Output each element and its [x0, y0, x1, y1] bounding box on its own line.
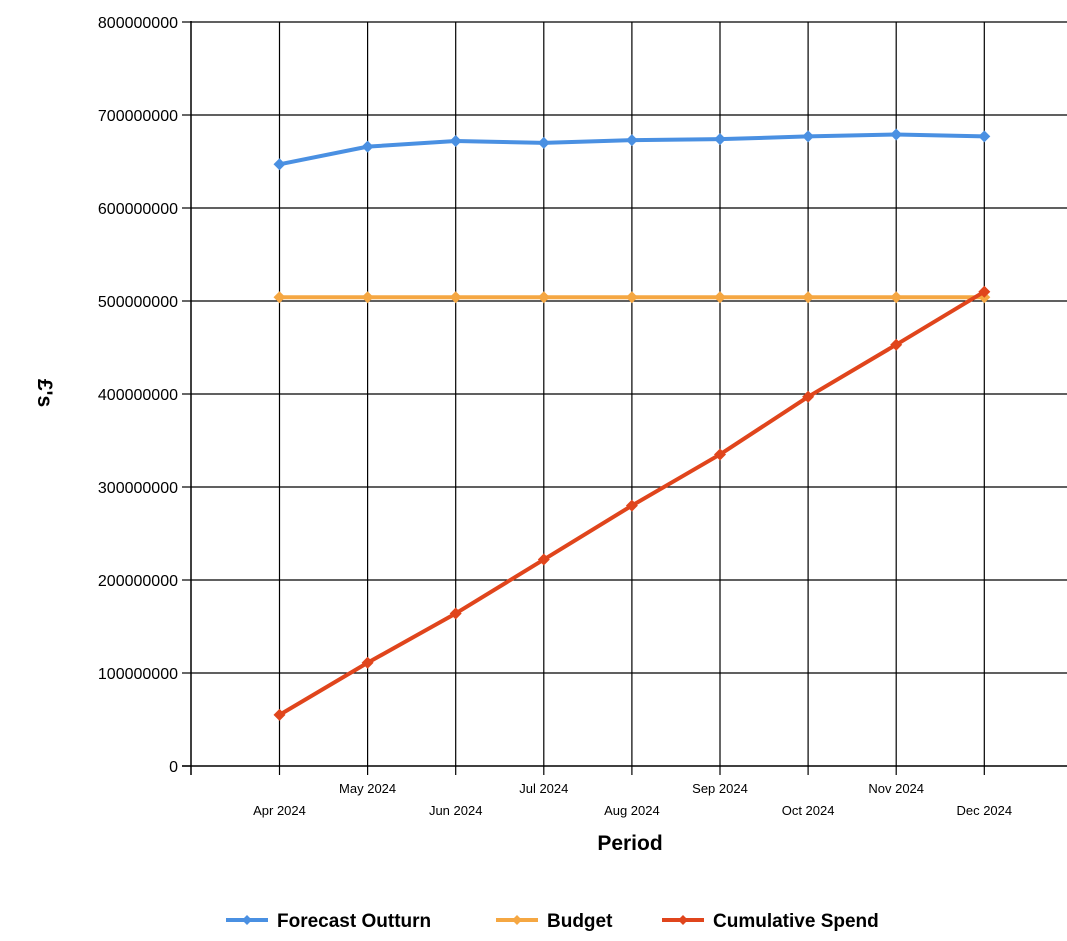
y-axis-title: £'s	[33, 379, 56, 407]
legend-swatch-marker	[512, 915, 522, 925]
series-forecast-outturn	[273, 128, 991, 171]
budget-point	[449, 291, 462, 304]
budget-point	[537, 291, 550, 304]
x-tick-label: Sep 2024	[692, 781, 748, 796]
legend-item-cumulative-spend: Cumulative Spend	[662, 911, 879, 932]
x-tick-label: Nov 2024	[868, 781, 924, 796]
forecast-outturn-point	[273, 158, 286, 171]
budget-point	[714, 291, 726, 304]
budget-point	[625, 291, 638, 304]
legend: Forecast Outturn Budget Cumulative Spend	[226, 911, 879, 932]
legend-swatch-marker	[678, 915, 688, 925]
cumulative-spend-point	[537, 553, 550, 566]
forecast-outturn-point	[361, 140, 374, 153]
x-tick-label: Jun 2024	[429, 803, 483, 818]
y-tick-label: 800000000	[98, 15, 178, 32]
x-tick-label: Apr 2024	[253, 803, 306, 818]
budget-point	[802, 291, 815, 304]
axis-layer	[182, 21, 1067, 775]
x-tick-label: Jul 2024	[519, 781, 568, 796]
cumulative-spend-point	[714, 448, 726, 461]
forecast-outturn-point	[714, 133, 726, 146]
legend-label: Budget	[547, 911, 613, 932]
cumulative-spend-point	[625, 499, 638, 512]
legend-label: Cumulative Spend	[713, 911, 879, 932]
x-tick-label: Aug 2024	[604, 803, 660, 818]
forecast-outturn-point	[537, 136, 550, 149]
legend-label: Forecast Outturn	[277, 911, 431, 932]
label-layer: 0 100000000 200000000 300000000 400000000 500…	[98, 15, 1012, 818]
budget-point	[273, 291, 286, 304]
y-tick-label: 600000000	[98, 201, 178, 218]
x-tick-label: May 2024	[339, 781, 396, 796]
x-tick-label: Oct 2024	[782, 803, 835, 818]
x-axis-title: Period	[597, 832, 662, 855]
y-tick-label: 0	[169, 759, 178, 776]
forecast-outturn-point	[890, 128, 903, 141]
cumulative-spend-point	[978, 285, 991, 298]
forecast-outturn-point	[449, 135, 462, 148]
legend-item-budget: Budget	[496, 911, 613, 932]
legend-swatch-marker	[242, 915, 252, 925]
cumulative-spend-point	[273, 708, 286, 721]
y-tick-label: 300000000	[98, 480, 178, 497]
budget-point	[361, 291, 374, 304]
forecast-outturn-point	[625, 134, 638, 147]
cumulative-spend-point	[890, 338, 903, 351]
y-tick-label: 200000000	[98, 573, 178, 590]
cumulative-spend-point	[449, 607, 462, 620]
cumulative-spend-point	[361, 656, 374, 669]
forecast-outturn-point	[802, 130, 815, 143]
legend-item-forecast-outturn: Forecast Outturn	[226, 911, 431, 932]
series-cumulative-spend	[273, 285, 991, 721]
budget-point	[890, 291, 903, 304]
y-tick-label: 500000000	[98, 294, 178, 311]
x-tick-label: Dec 2024	[956, 803, 1012, 818]
y-tick-label: 100000000	[98, 666, 178, 683]
series-layer	[273, 128, 991, 721]
y-tick-label: 400000000	[98, 387, 178, 404]
cumulative-spend-point	[802, 390, 815, 403]
forecast-outturn-point	[978, 130, 991, 143]
y-tick-label: 700000000	[98, 108, 178, 125]
